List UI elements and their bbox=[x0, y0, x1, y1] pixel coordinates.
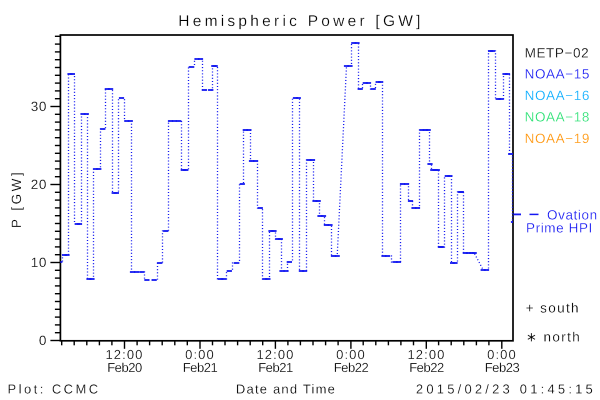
svg-text:Feb22: Feb22 bbox=[409, 360, 444, 375]
svg-text:30: 30 bbox=[31, 99, 47, 114]
svg-text:10: 10 bbox=[31, 255, 47, 270]
svg-text:NOAA−16: NOAA−16 bbox=[525, 88, 590, 103]
svg-text:Date and Time: Date and Time bbox=[236, 382, 336, 397]
svg-text:NOAA−18: NOAA−18 bbox=[525, 110, 590, 125]
svg-text:NOAA−19: NOAA−19 bbox=[525, 131, 590, 146]
svg-text:+ south: + south bbox=[526, 301, 580, 316]
svg-text:Ovation: Ovation bbox=[547, 207, 598, 222]
svg-text:0:00: 0:00 bbox=[185, 347, 215, 362]
svg-text:Feb21: Feb21 bbox=[183, 360, 218, 375]
svg-text:12:00: 12:00 bbox=[256, 347, 294, 362]
svg-text:Hemispheric Power [GW]: Hemispheric Power [GW] bbox=[178, 13, 423, 30]
svg-text:Prime HPI: Prime HPI bbox=[526, 220, 593, 235]
svg-text:12:00: 12:00 bbox=[407, 347, 445, 362]
svg-text:METP−02: METP−02 bbox=[525, 45, 590, 60]
svg-text:Feb21: Feb21 bbox=[258, 360, 293, 375]
svg-text:P [GW]: P [GW] bbox=[9, 170, 24, 228]
svg-text:Plot: CCMC: Plot: CCMC bbox=[8, 382, 101, 397]
svg-text:Feb20: Feb20 bbox=[107, 360, 142, 375]
svg-text:0:00: 0:00 bbox=[336, 347, 366, 362]
svg-text:NOAA−15: NOAA−15 bbox=[525, 67, 590, 82]
svg-text:0:00: 0:00 bbox=[487, 347, 517, 362]
svg-text:2015/02/23 01:45:15: 2015/02/23 01:45:15 bbox=[416, 382, 596, 397]
svg-text:12:00: 12:00 bbox=[105, 347, 143, 362]
svg-text:0: 0 bbox=[39, 333, 47, 348]
svg-text:20: 20 bbox=[31, 177, 47, 192]
svg-text:Feb23: Feb23 bbox=[485, 360, 520, 375]
svg-text:∗ north: ∗ north bbox=[526, 329, 581, 344]
svg-text:Feb22: Feb22 bbox=[334, 360, 369, 375]
